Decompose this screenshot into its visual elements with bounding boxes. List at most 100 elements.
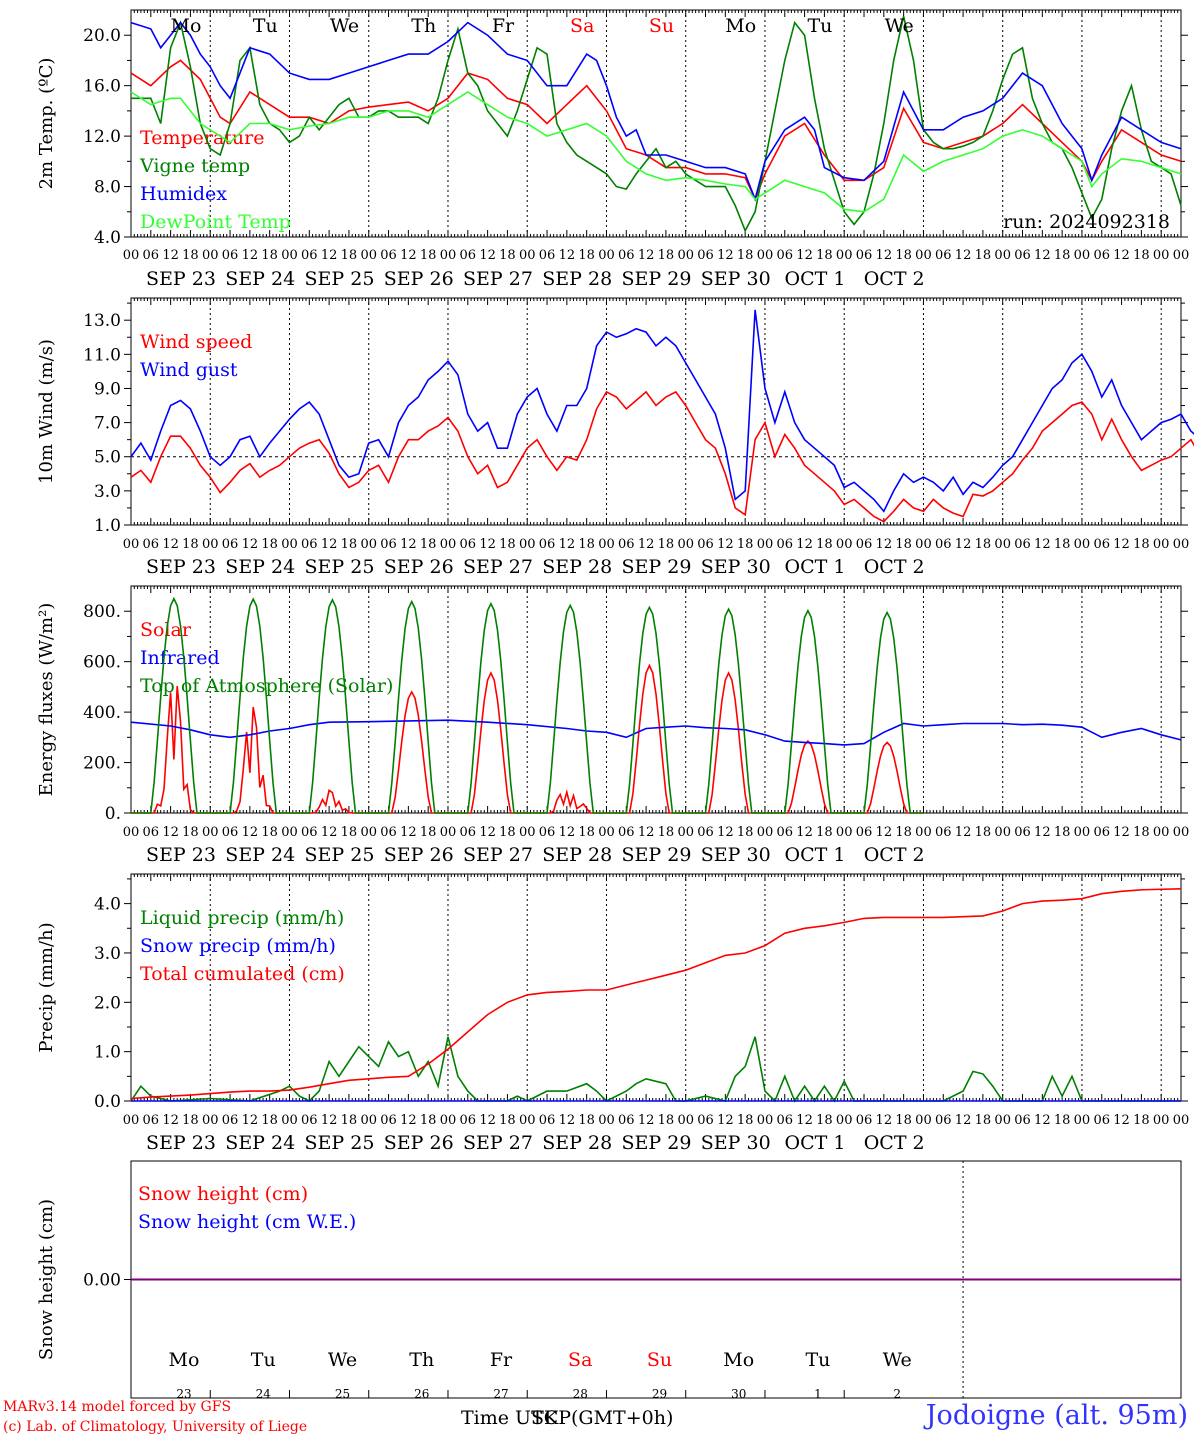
y-tick-label: 5.0 <box>94 448 121 468</box>
hour-tick-label: 12 <box>479 248 496 263</box>
legend-entry: Humidex <box>140 183 227 205</box>
legend-entry: Temperature <box>140 127 264 149</box>
hour-tick-label: 12 <box>242 825 259 840</box>
date-label: SEP 30 <box>701 1132 771 1154</box>
y-tick-label: 0. <box>105 804 121 824</box>
hour-tick-label: 12 <box>638 248 655 263</box>
legend-entry: Vigne temp <box>139 155 250 177</box>
hour-tick-label: 00 <box>1153 248 1170 263</box>
y-tick-label: 800. <box>83 602 121 622</box>
hour-tick-label: 00 <box>994 825 1011 840</box>
hour-tick-label: 00 <box>677 825 694 840</box>
date-label: SEP 23 <box>146 844 216 866</box>
date-label: OCT 1 <box>785 1132 846 1154</box>
hour-tick-label: 18 <box>658 825 675 840</box>
hour-tick-label: 00 <box>1153 825 1170 840</box>
hour-tick-label: 12 <box>321 825 338 840</box>
weekday-label: Tu <box>808 15 833 37</box>
hour-tick-label: 12 <box>955 1113 972 1128</box>
hour-tick-label: 06 <box>1093 1113 1110 1128</box>
hour-tick-label: 12 <box>876 825 893 840</box>
hour-tick-label: 18 <box>658 1113 675 1128</box>
hour-tick-label: 18 <box>1054 248 1071 263</box>
hour-tick-label: 06 <box>935 537 952 552</box>
date-label: SEP 28 <box>542 556 612 578</box>
legend-entry: Solar <box>140 619 192 641</box>
y-tick-label: 4.0 <box>94 228 121 248</box>
date-label: SEP 28 <box>542 268 612 290</box>
hour-tick-label: 12 <box>955 537 972 552</box>
hour-tick-label: 06 <box>380 248 397 263</box>
hour-tick-label: 18 <box>1133 1113 1150 1128</box>
hour-tick-label: 12 <box>1113 537 1130 552</box>
hour-tick-label: 12 <box>955 825 972 840</box>
hour-tick-label: 18 <box>578 825 595 840</box>
hour-tick-label: 00 <box>360 1113 377 1128</box>
hour-tick-label: 00 <box>202 1113 219 1128</box>
series-line-infrared <box>130 719 1182 746</box>
weekday-label: Fr <box>490 1349 513 1371</box>
hour-tick-label: 18 <box>499 1113 516 1128</box>
y-tick-label: 8.0 <box>94 178 121 198</box>
hour-tick-label: 06 <box>777 248 794 263</box>
hour-tick-label: 00 <box>440 537 457 552</box>
hour-tick-label: 06 <box>222 825 239 840</box>
hour-tick-label: 00 <box>915 537 932 552</box>
legend-entry: Infrared <box>140 647 220 669</box>
hour-tick-label: 12 <box>717 825 734 840</box>
hour-tick-label: 18 <box>658 537 675 552</box>
hour-tick-label: 18 <box>420 537 437 552</box>
hour-tick-label: 06 <box>143 825 160 840</box>
station-label: Jodoigne (alt. 95m) <box>925 1400 1188 1431</box>
hour-tick-label: 06 <box>618 825 635 840</box>
weekday-label: We <box>328 1349 357 1371</box>
hour-tick-label: 06 <box>539 825 556 840</box>
y-axis-label: Energy fluxes (W/m²) <box>36 603 57 797</box>
hour-tick-label: 06 <box>777 537 794 552</box>
hour-tick-label: 06 <box>222 1113 239 1128</box>
date-label: SEP 27 <box>463 268 533 290</box>
date-label: SEP 27 <box>463 844 533 866</box>
hour-tick-label: 00 <box>677 537 694 552</box>
hour-tick-label: 00 <box>1173 248 1190 263</box>
hour-tick-label: 00 <box>1153 537 1170 552</box>
hour-tick-label: 00 <box>1074 1113 1091 1128</box>
hour-tick-label: 06 <box>539 1113 556 1128</box>
legend-entry: Total cumulated (cm) <box>140 963 345 985</box>
date-label: SEP 27 <box>463 1132 533 1154</box>
hour-tick-label: 12 <box>1034 537 1051 552</box>
hour-tick-label: 18 <box>261 248 278 263</box>
hour-tick-label: 18 <box>975 1113 992 1128</box>
day-number-label: 1 <box>814 1387 822 1401</box>
date-label: OCT 1 <box>785 844 846 866</box>
weekday-label: Mo <box>171 15 202 37</box>
y-tick-label: 400. <box>83 703 121 723</box>
hour-tick-label: 00 <box>360 825 377 840</box>
hour-tick-label: 18 <box>341 248 358 263</box>
day-number-label: 2 <box>893 1387 901 1401</box>
hour-tick-label: 18 <box>182 825 199 840</box>
plot-frame <box>130 297 1182 526</box>
hour-tick-label: 12 <box>321 537 338 552</box>
chart-temperature: 00 06 12 18 00 06 12 18 00 06 12 18 00 06 12 18 00 06 12 18… <box>36 9 1190 290</box>
date-label: SEP 26 <box>384 556 454 578</box>
hour-tick-label: 06 <box>380 537 397 552</box>
hour-tick-label: 18 <box>737 537 754 552</box>
hour-tick-label: 06 <box>697 248 714 263</box>
hour-tick-label: 00 <box>1074 537 1091 552</box>
y-tick-label: 1.0 <box>94 516 121 536</box>
hour-tick-label: 06 <box>143 537 160 552</box>
hour-tick-label: 18 <box>578 248 595 263</box>
hour-tick-label: 06 <box>697 537 714 552</box>
hour-tick-label: 06 <box>618 537 635 552</box>
hour-tick-label: 00 <box>757 1113 774 1128</box>
date-label: SEP 24 <box>225 1132 295 1154</box>
weekday-label: Th <box>411 15 436 37</box>
hour-tick-label: 06 <box>301 537 318 552</box>
legend-entry: Top of Atmosphere (Solar) <box>140 675 393 697</box>
y-tick-label: 7.0 <box>94 414 121 434</box>
hour-tick-label: 12 <box>400 248 417 263</box>
day-number-label: 24 <box>256 1387 272 1401</box>
hour-tick-label: 18 <box>1054 825 1071 840</box>
y-tick-label: 12.0 <box>83 127 121 147</box>
